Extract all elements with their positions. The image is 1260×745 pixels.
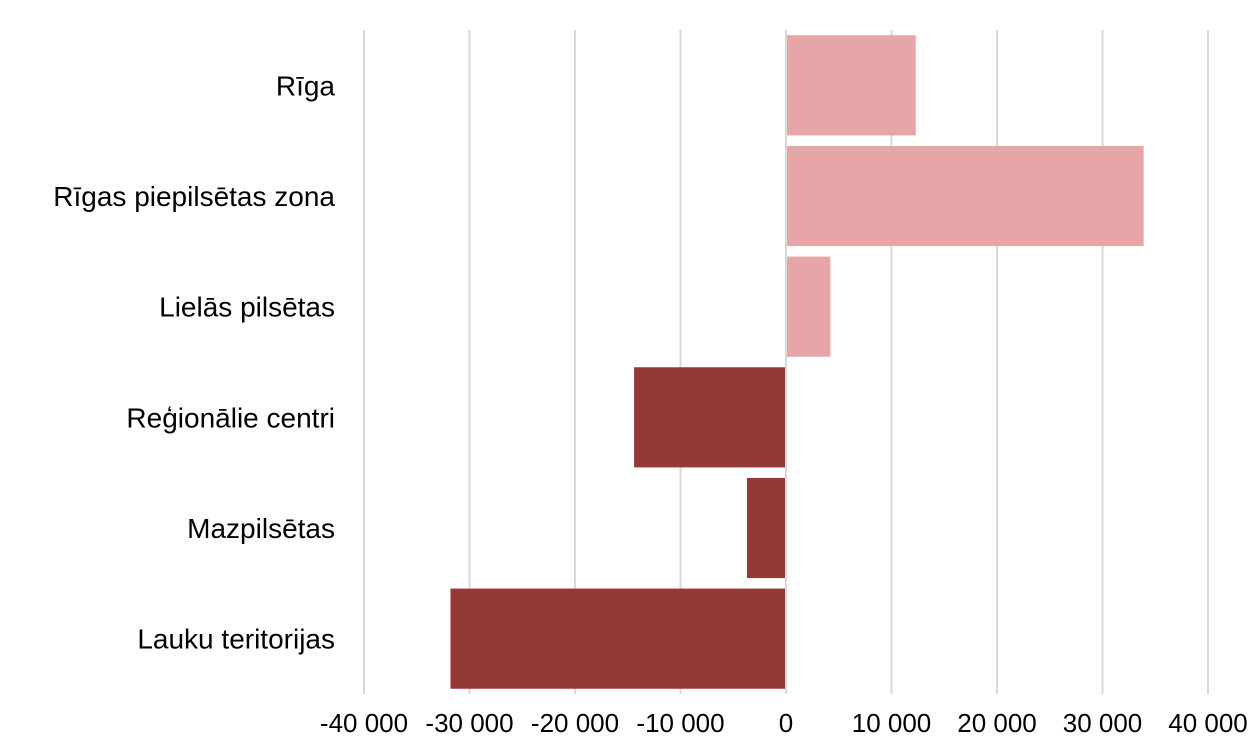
category-label-3: Reģionālie centri bbox=[126, 402, 335, 433]
category-label-1: Rīgas piepilsētas zona bbox=[53, 181, 335, 212]
x-tick-label-0: -40 000 bbox=[320, 708, 408, 738]
x-tick-label-8: 40 000 bbox=[1168, 708, 1248, 738]
x-tick-label-3: -10 000 bbox=[636, 708, 724, 738]
x-tick-label-7: 30 000 bbox=[1063, 708, 1143, 738]
bar-3 bbox=[634, 367, 786, 468]
x-tick-labels: -40 000 -30 000 -20 000 -10 000 0 10 000 20 00… bbox=[320, 708, 1248, 738]
bar-1 bbox=[786, 145, 1144, 247]
x-tick-label-5: 10 000 bbox=[852, 708, 932, 738]
bars bbox=[450, 35, 1144, 689]
bar-0 bbox=[786, 35, 916, 136]
gridlines bbox=[363, 30, 1209, 694]
category-label-2: Lielās pilsētas bbox=[159, 292, 335, 323]
bar-2 bbox=[786, 256, 831, 357]
bar-4 bbox=[746, 477, 786, 579]
bar-5 bbox=[450, 588, 786, 689]
category-label-5: Lauku teritorijas bbox=[137, 624, 335, 655]
x-tick-label-6: 20 000 bbox=[957, 708, 1037, 738]
category-labels: Rīga Rīgas piepilsētas zona Lielās pilsēta… bbox=[53, 70, 335, 654]
x-tick-label-2: -20 000 bbox=[531, 708, 619, 738]
x-tick-label-1: -30 000 bbox=[425, 708, 513, 738]
category-label-0: Rīga bbox=[276, 70, 336, 101]
category-label-4: Mazpilsētas bbox=[187, 513, 335, 544]
x-tick-label-4: 0 bbox=[779, 708, 793, 738]
